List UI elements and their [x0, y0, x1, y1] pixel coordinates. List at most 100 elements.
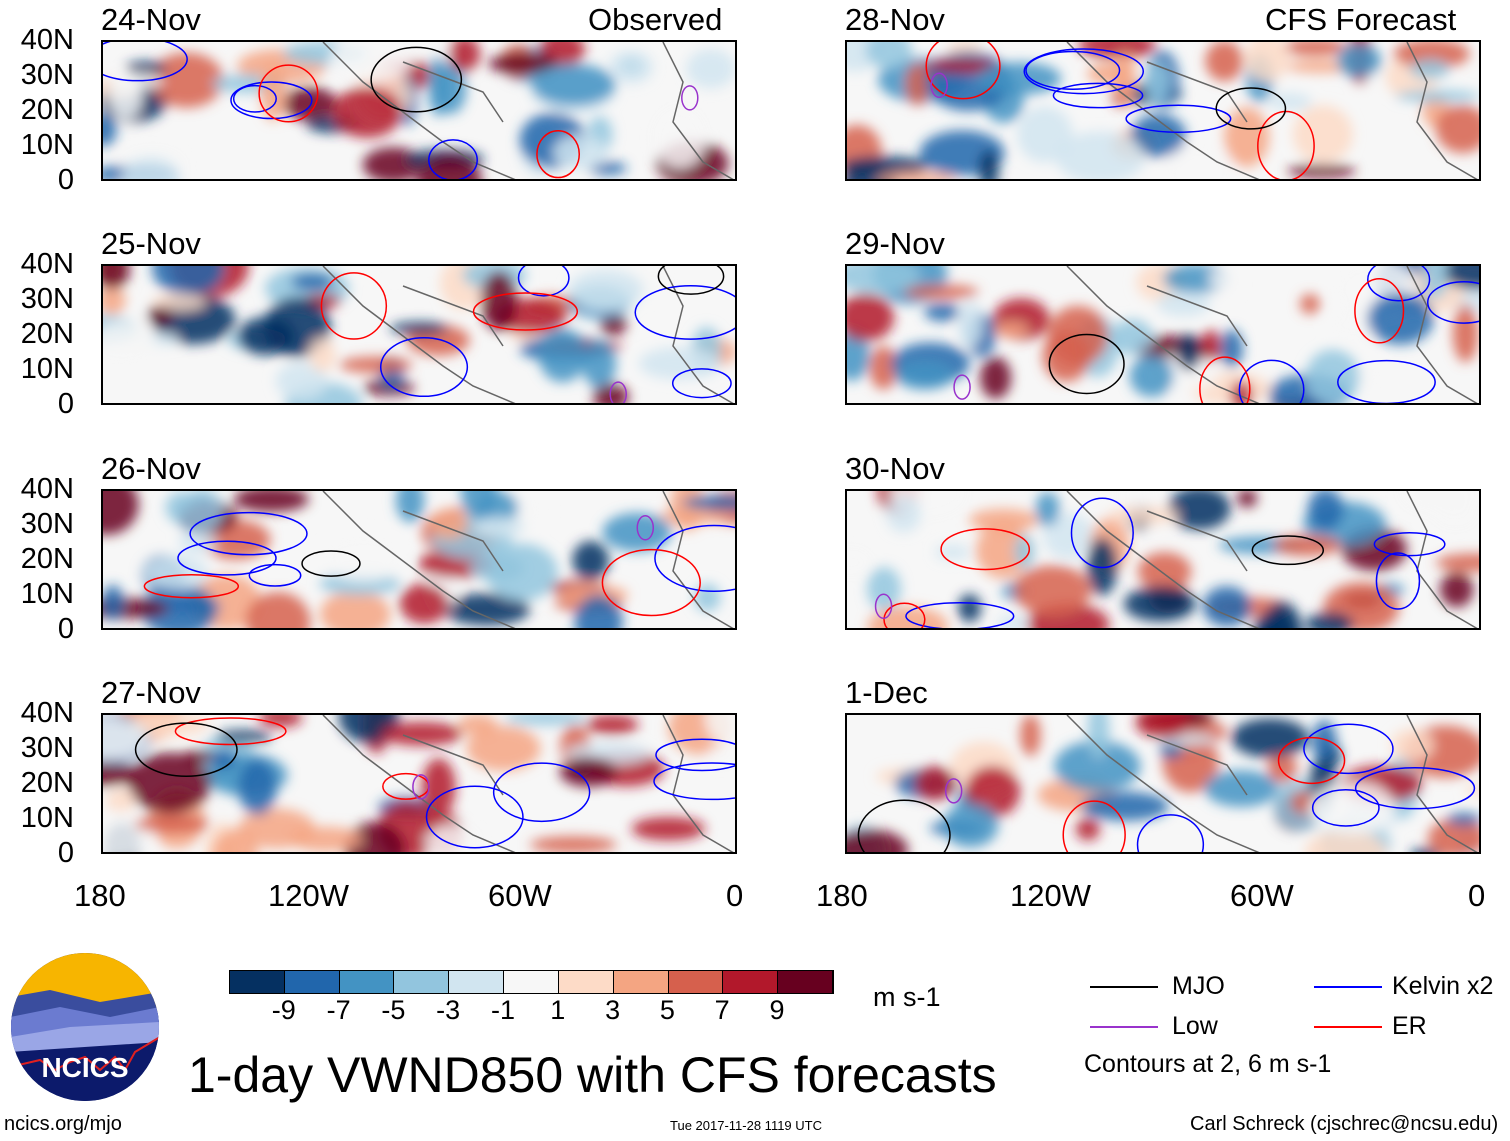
colorbar-tick-label: 5: [659, 995, 675, 1025]
anomaly-blob: [1425, 266, 1448, 300]
contour-line: [1215, 87, 1287, 130]
contour-line: [655, 738, 735, 772]
panel-date-label: 25-Nov: [101, 226, 201, 261]
legend-label-low: Low: [1172, 1012, 1218, 1040]
legend-label-er: ER: [1392, 1012, 1427, 1040]
anomaly-blob: [574, 594, 623, 628]
anomaly-blob: [233, 491, 309, 513]
contour-line: [379, 337, 469, 398]
anomaly-blob: [152, 293, 206, 311]
contour-line: [944, 778, 963, 804]
anomaly-blob: [1081, 791, 1169, 821]
contour-line: [1023, 48, 1145, 95]
lon-label-60w-left: 60W: [488, 878, 552, 913]
contour-line: [174, 717, 287, 746]
anomaly-blob: [686, 48, 735, 89]
lat-label: 30N: [20, 283, 74, 315]
anomaly-blob: [1287, 164, 1356, 178]
anomaly-blob: [653, 107, 706, 168]
anomaly-blob: [865, 42, 913, 69]
observed-label: Observed: [588, 2, 723, 37]
anomaly-blob: [1299, 293, 1320, 315]
anomaly-blob: [1054, 740, 1141, 793]
contour-line: [1257, 110, 1315, 179]
colorbar-tick-label: 7: [714, 995, 730, 1025]
anomaly-blob: [134, 814, 210, 834]
anomaly-blob: [869, 346, 898, 390]
wind-anomaly-map: [845, 713, 1481, 854]
anomaly-blob: [469, 554, 525, 581]
anomaly-blob: [1055, 131, 1145, 179]
anomaly-blob: [1231, 718, 1309, 758]
anomaly-blob: [181, 491, 223, 533]
contour-line: [857, 799, 951, 852]
lon-label-180-left: 180: [74, 878, 126, 913]
anomaly-blob: [1087, 62, 1131, 85]
anomaly-blob: [466, 725, 541, 771]
anomaly-blob: [1123, 586, 1196, 622]
contour-line: [517, 266, 570, 297]
anomaly-blob: [1207, 271, 1235, 288]
lat-label: 0: [57, 837, 74, 869]
anomaly-blob: [1014, 534, 1035, 569]
legend-line-er: [1314, 1026, 1382, 1028]
contour-line: [230, 81, 313, 120]
anomaly-blob: [143, 555, 209, 590]
panel-date-label: 29-Nov: [845, 226, 945, 261]
anomaly-blob: [1237, 491, 1258, 508]
colorbar-tick-label: -3: [436, 995, 461, 1025]
contour-line: [1373, 532, 1446, 557]
anomaly-blob: [103, 266, 130, 290]
lat-label: 30N: [20, 508, 74, 540]
contour-line: [654, 524, 735, 592]
anomaly-blob: [1035, 491, 1060, 527]
anomaly-blob: [1220, 329, 1243, 368]
anomaly-blob: [1078, 42, 1157, 59]
contour-line: [634, 285, 735, 340]
legend-label-mjo: MJO: [1172, 972, 1225, 1000]
anomaly-blob: [1282, 42, 1348, 56]
lat-label: 20N: [20, 318, 74, 350]
panel-date-label: 28-Nov: [845, 2, 945, 37]
anomaly-blob: [978, 150, 999, 179]
lat-label: 20N: [20, 767, 74, 799]
anomaly-blob: [997, 615, 1030, 628]
anomaly-blob: [1435, 105, 1479, 154]
contour-line: [1251, 535, 1325, 566]
anomaly-blob: [1273, 534, 1342, 557]
colorbar-tick-label: -9: [271, 995, 296, 1025]
anomaly-blob: [1135, 715, 1191, 739]
anomaly-blob: [924, 303, 961, 322]
anomaly-blob: [631, 816, 706, 841]
anomaly-blob: [1130, 114, 1187, 157]
anomaly-blob: [1167, 491, 1231, 530]
anomaly-blob: [1435, 498, 1476, 527]
lat-label: 30N: [20, 59, 74, 91]
colorbar-swatch: [339, 971, 395, 993]
contour-line: [671, 368, 732, 399]
anomaly-blob: [980, 356, 1012, 400]
footer-url[interactable]: ncics.org/mjo: [4, 1113, 122, 1135]
anomaly-blob: [707, 745, 735, 766]
contour-line: [681, 85, 699, 111]
anomaly-blob: [1202, 586, 1251, 627]
anomaly-blob: [425, 825, 479, 852]
anomaly-blob: [1390, 728, 1434, 762]
contour-line: [425, 785, 524, 849]
anomaly-blob: [894, 360, 954, 390]
anomaly-blob: [1086, 537, 1118, 596]
anomaly-blob: [1043, 513, 1094, 560]
anomaly-blob: [258, 715, 303, 728]
anomaly-blob: [1308, 781, 1396, 835]
anomaly-blob: [282, 86, 338, 121]
anomaly-blob: [903, 284, 979, 300]
anomaly-blob: [1156, 290, 1211, 317]
contour-line: [320, 272, 388, 340]
anomaly-blob: [1305, 612, 1354, 628]
contours-note: Contours at 2, 6 m s-1: [1084, 1050, 1332, 1078]
anomaly-blob: [430, 508, 468, 540]
contour-line: [134, 722, 238, 777]
anomaly-blob: [103, 584, 124, 621]
colorbar-swatch: [284, 971, 340, 993]
colorbar-tick-label: -5: [381, 995, 406, 1025]
